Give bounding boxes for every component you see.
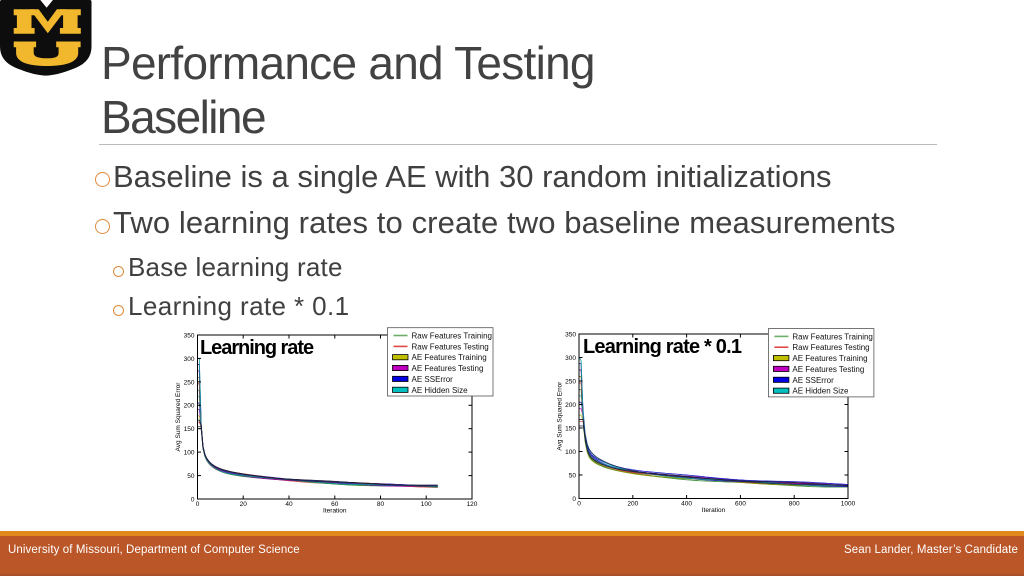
svg-text:250: 250 [565,378,576,385]
svg-text:Iteration: Iteration [323,508,347,515]
svg-text:300: 300 [565,355,576,362]
svg-text:Iteration: Iteration [702,507,726,514]
svg-text:Learning rate * 0.1: Learning rate * 0.1 [583,336,742,358]
svg-text:50: 50 [569,472,577,479]
svg-text:AE SSError: AE SSError [412,375,454,384]
svg-text:100: 100 [565,449,576,456]
svg-text:0: 0 [572,496,576,503]
svg-text:800: 800 [789,501,800,508]
svg-text:Avg Sum Squared Error: Avg Sum Squared Error [175,382,182,452]
svg-text:400: 400 [681,501,692,508]
svg-text:100: 100 [421,501,432,508]
svg-text:Raw Features Testing: Raw Features Testing [412,342,489,351]
svg-text:AE Features Testing: AE Features Testing [792,365,864,374]
svg-text:600: 600 [735,501,746,508]
svg-text:200: 200 [184,403,195,410]
svg-text:350: 350 [565,331,576,338]
svg-text:200: 200 [565,402,576,409]
svg-text:150: 150 [184,426,195,433]
svg-text:250: 250 [184,379,195,386]
svg-text:AE Hidden Size: AE Hidden Size [412,386,469,395]
svg-text:AE Features Training: AE Features Training [412,353,487,362]
svg-text:0: 0 [577,501,581,508]
svg-text:Raw Features Training: Raw Features Training [792,332,872,341]
svg-text:100: 100 [184,450,195,457]
svg-text:1000: 1000 [841,501,856,508]
svg-text:60: 60 [331,501,339,508]
svg-text:AE Hidden Size: AE Hidden Size [792,387,849,396]
svg-text:120: 120 [467,501,478,508]
svg-text:Raw Features Training: Raw Features Training [412,332,492,341]
svg-text:Raw Features Testing: Raw Features Testing [792,343,869,352]
svg-text:Learning rate: Learning rate [200,337,314,359]
svg-text:300: 300 [184,356,195,363]
svg-text:Avg Sum Squared Error: Avg Sum Squared Error [557,381,564,451]
svg-text:80: 80 [377,501,385,508]
svg-text:20: 20 [240,501,248,508]
svg-text:AE SSError: AE SSError [792,376,834,385]
svg-text:0: 0 [196,501,200,508]
svg-text:150: 150 [565,425,576,432]
svg-text:40: 40 [285,501,293,508]
svg-text:50: 50 [187,473,195,480]
svg-text:AE Features Testing: AE Features Testing [412,364,484,373]
svg-text:AE Features Training: AE Features Training [792,354,867,363]
svg-text:350: 350 [184,332,195,339]
svg-text:0: 0 [191,496,195,503]
svg-text:200: 200 [627,501,638,508]
